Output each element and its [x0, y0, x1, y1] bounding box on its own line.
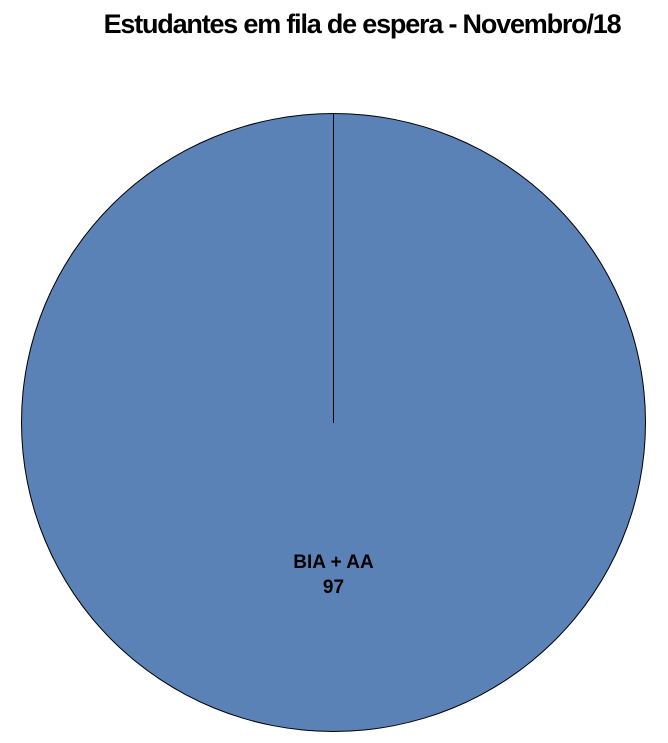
- data-label-value: 97: [322, 577, 345, 598]
- slice-boundary-line: [333, 114, 334, 423]
- pie-data-label: BIA + AA 97: [22, 550, 645, 600]
- chart-title: Estudantes em fila de espera - Novembro/…: [103, 9, 622, 39]
- pie-chart: BIA + AA 97: [21, 113, 646, 732]
- data-label-category: BIA + AA: [293, 552, 374, 573]
